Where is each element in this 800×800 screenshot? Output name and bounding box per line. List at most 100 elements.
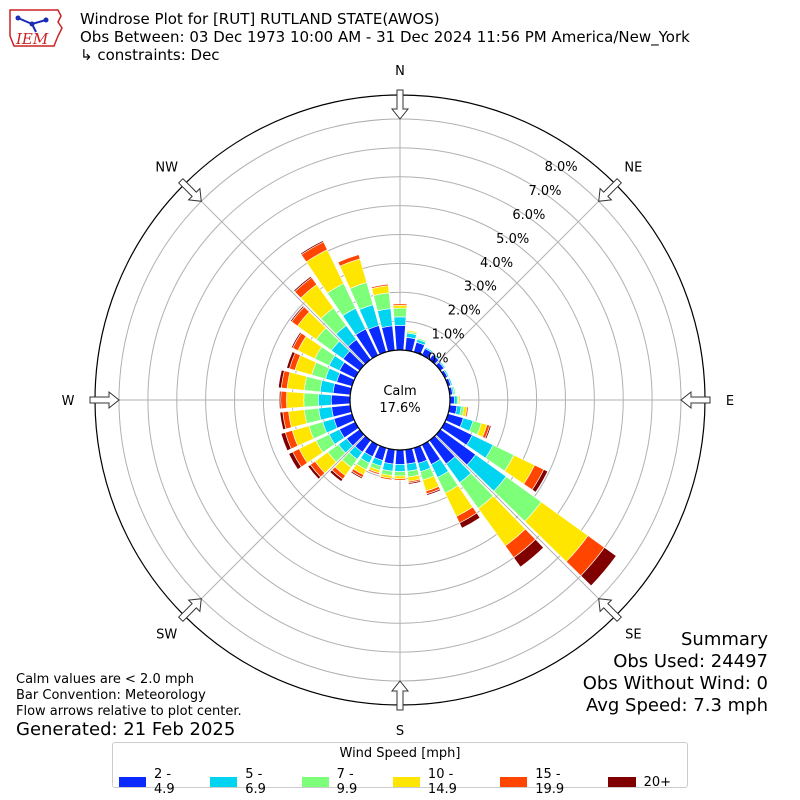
calm-note: Calm values are < 2.0 mph — [16, 672, 195, 687]
wind-bar-segment — [443, 369, 450, 378]
wind-bar-segment — [447, 377, 453, 386]
wind-bar-segment — [303, 407, 322, 424]
calm-label: Calm — [383, 384, 416, 399]
grid-spoke — [435, 183, 617, 365]
wind-bar-segment — [404, 337, 416, 352]
wind-bar-segment — [531, 469, 549, 493]
flow-arrow-icon — [177, 177, 202, 202]
wind-bar-segment — [286, 371, 308, 391]
flow-arrow-icon — [680, 390, 711, 410]
legend-label: 7 - 9.9 — [336, 767, 358, 797]
wind-bar-segment — [371, 283, 389, 289]
radial-tick-label: 7.0% — [528, 184, 561, 199]
iem-logo: IEM — [9, 9, 63, 48]
wind-bar-segment — [394, 449, 406, 465]
wind-bar-segment — [350, 470, 363, 480]
wind-bar-segment — [329, 469, 344, 482]
wind-bar-segment — [416, 337, 427, 343]
wind-bar-segment — [319, 379, 336, 394]
direction-label-sw: SW — [156, 627, 177, 642]
wind-bar-segment — [394, 325, 406, 351]
wind-bar-segment — [303, 376, 323, 393]
wind-bar-segment — [286, 391, 305, 409]
wind-bar-segment — [293, 275, 313, 293]
wind-bar-segment — [280, 390, 288, 410]
wind-bar-segment — [392, 303, 408, 306]
wind-bar-segment — [453, 395, 458, 405]
calm-percent: 17.6% — [379, 401, 420, 416]
wind-bar-segment — [278, 390, 282, 410]
radial-tick-label: 5.0% — [496, 232, 529, 247]
wind-bar-segment — [424, 346, 434, 354]
calm-circle — [349, 349, 451, 451]
wind-bar-segment — [580, 547, 617, 587]
summary-obs-used: Obs Used: 24497 — [613, 651, 768, 672]
legend-item: 7 - 9.9 — [301, 767, 377, 797]
legend-item: 2 - 4.9 — [119, 767, 194, 797]
wind-bar-segment — [377, 308, 393, 329]
flow-arrow-icon — [598, 177, 623, 202]
summary-title: Summary — [681, 629, 768, 650]
wind-bar-segment — [303, 392, 319, 408]
grid-spoke — [183, 183, 365, 365]
legend-item: 15 - 19.9 — [500, 767, 591, 797]
bar-convention-note: Bar Convention: Meteorology — [16, 688, 206, 703]
iowa-state-outline-icon — [9, 9, 63, 47]
wind-bars — [278, 240, 617, 587]
wind-bar-segment — [289, 305, 305, 323]
wind-bar-segment — [337, 254, 361, 267]
radial-tick-label: 4.0% — [480, 256, 513, 271]
wind-bar-segment — [394, 463, 406, 472]
legend-items: 2 - 4.9 5 - 6.9 7 - 9.9 10 - 14.9 15 - 19.9 2… — [119, 767, 687, 797]
legend-swatch — [210, 777, 238, 787]
legend-label: 15 - 19.9 — [535, 767, 565, 797]
generated-date: Generated: 21 Feb 2025 — [16, 719, 236, 740]
grid-spoke — [183, 435, 365, 617]
summary-obs-without-wind: Obs Without Wind: 0 — [582, 673, 768, 694]
wind-bar-segment — [290, 331, 302, 349]
flow-note: Flow arrows relative to plot center. — [16, 704, 242, 719]
wind-bar-segment — [393, 316, 407, 326]
wind-bar-segment — [373, 292, 392, 312]
wind-bar-segment — [286, 351, 296, 370]
wind-bar-segment — [318, 406, 334, 421]
radial-tick-label: 8.0% — [545, 160, 578, 175]
flow-arrow-icon — [390, 89, 410, 120]
wind-bar-segment — [408, 480, 422, 485]
logo-text: IEM — [15, 30, 49, 48]
wind-bar-segment — [367, 468, 380, 475]
wind-bar-segment — [330, 394, 351, 406]
wind-bar-segment — [513, 538, 544, 568]
flow-arrow-icon — [598, 598, 623, 623]
flow-arrow-icon — [89, 390, 120, 410]
wind-bar-segment — [280, 432, 292, 452]
direction-label-nw: NW — [155, 161, 178, 176]
radial-tick-label: 6.0% — [512, 208, 545, 223]
wind-bar-segment — [394, 471, 406, 477]
constraints: ↳ constraints: Dec — [80, 46, 220, 64]
wind-bar-segment — [484, 425, 492, 440]
direction-label-ne: NE — [624, 161, 642, 176]
wind-bar-segment — [452, 385, 456, 395]
direction-label-s: S — [396, 724, 404, 739]
wind-bar-segment — [432, 353, 441, 361]
wind-bar-segment — [307, 464, 322, 480]
wind-bar-segment — [288, 451, 302, 470]
obs-between: Obs Between: 03 Dec 1973 10:00 AM - 31 D… — [80, 28, 690, 46]
legend-swatch — [392, 777, 420, 787]
legend-label: 10 - 14.9 — [427, 767, 457, 797]
wind-bar-segment — [392, 304, 408, 309]
wind-bar-segment — [392, 307, 408, 318]
wind-bar-segment — [278, 369, 285, 389]
radial-tick-label: 3.0% — [464, 280, 497, 295]
legend-item: 20+ — [607, 767, 671, 797]
flow-arrow-icon — [177, 598, 202, 623]
legend-label: 2 - 4.9 — [153, 767, 175, 797]
direction-label-w: W — [62, 394, 75, 409]
wind-bar-segment — [438, 360, 446, 369]
wind-bar-segment — [426, 488, 442, 496]
wind-bar-segment — [300, 240, 324, 256]
chart-title: Windrose Plot for [RUT] RUTLAND STATE(AW… — [80, 10, 440, 28]
legend-swatch — [500, 777, 528, 787]
